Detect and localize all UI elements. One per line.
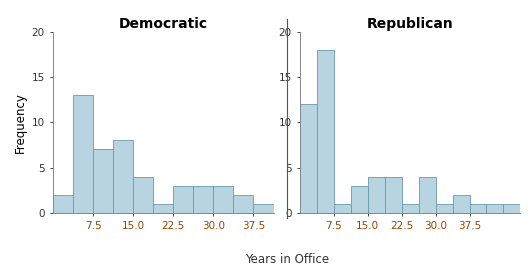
Bar bbox=[486, 204, 503, 213]
Bar bbox=[503, 204, 520, 213]
Y-axis label: Frequency: Frequency bbox=[14, 92, 28, 153]
Bar bbox=[385, 177, 401, 213]
Bar bbox=[435, 204, 452, 213]
Bar bbox=[113, 140, 133, 213]
Text: Years in Office: Years in Office bbox=[245, 253, 329, 266]
Bar bbox=[253, 204, 273, 213]
Bar bbox=[133, 177, 153, 213]
Bar bbox=[317, 50, 334, 213]
Bar bbox=[469, 204, 486, 213]
Bar bbox=[213, 186, 234, 213]
Bar bbox=[93, 149, 113, 213]
Bar bbox=[73, 95, 93, 213]
Title: Republican: Republican bbox=[367, 17, 453, 31]
Bar bbox=[368, 177, 385, 213]
Bar bbox=[452, 195, 469, 213]
Bar bbox=[334, 204, 351, 213]
Bar bbox=[418, 177, 435, 213]
Bar bbox=[53, 195, 73, 213]
Bar bbox=[173, 186, 193, 213]
Bar bbox=[193, 186, 213, 213]
Bar bbox=[234, 195, 253, 213]
Bar bbox=[300, 104, 317, 213]
Bar bbox=[401, 204, 418, 213]
Bar bbox=[153, 204, 173, 213]
Bar bbox=[351, 186, 368, 213]
Title: Democratic: Democratic bbox=[119, 17, 208, 31]
